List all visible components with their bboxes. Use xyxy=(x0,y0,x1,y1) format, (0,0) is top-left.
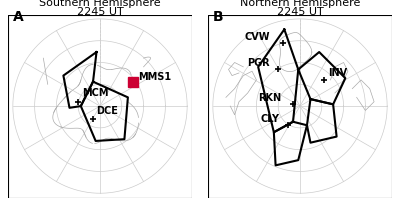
Text: RKN: RKN xyxy=(258,93,281,103)
Text: INV: INV xyxy=(328,68,347,78)
Text: DCE: DCE xyxy=(96,106,118,116)
Text: PGR: PGR xyxy=(247,58,270,68)
Text: Southern Hemisphere: Southern Hemisphere xyxy=(39,0,161,9)
Text: CVW: CVW xyxy=(245,32,270,42)
Text: Northern Hemisphere: Northern Hemisphere xyxy=(240,0,360,9)
Text: 2245 UT: 2245 UT xyxy=(277,7,323,17)
Text: B: B xyxy=(213,10,224,24)
Text: 2245 UT: 2245 UT xyxy=(77,7,123,17)
Text: A: A xyxy=(13,10,24,24)
Text: MCM: MCM xyxy=(82,88,108,99)
Text: MMS1: MMS1 xyxy=(138,72,172,82)
Text: CLY: CLY xyxy=(260,114,279,124)
